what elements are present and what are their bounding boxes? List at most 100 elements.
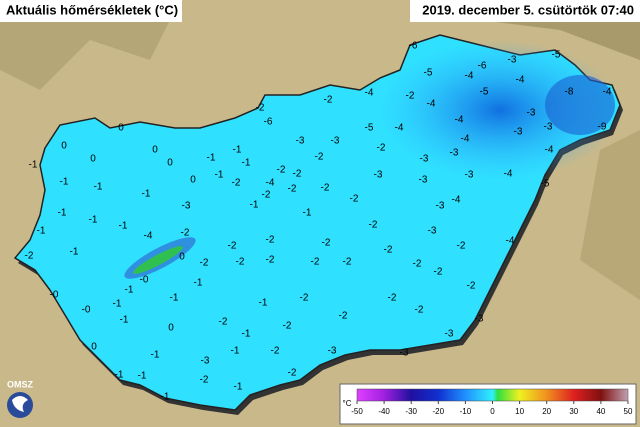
colorbar-tick-label: -30 xyxy=(405,407,417,416)
station-temperature: -2 xyxy=(322,238,331,249)
station-temperature: -3 xyxy=(445,329,454,340)
station-temperature: -4 xyxy=(461,134,470,145)
station-temperature: -5 xyxy=(541,179,550,190)
station-temperature: -2 xyxy=(293,169,302,180)
station-temperature: -1 xyxy=(138,371,147,382)
station-temperature: -2 xyxy=(288,184,297,195)
station-temperature: -2 xyxy=(271,346,280,357)
station-temperature: -3 xyxy=(544,122,553,133)
station-temperature: -3 xyxy=(527,108,536,119)
station-temperature: -1 xyxy=(151,350,160,361)
station-temperature: -3 xyxy=(428,226,437,237)
station-temperature: -2 xyxy=(311,257,320,268)
station-temperature: -4 xyxy=(516,75,525,86)
station-temperature: -3 xyxy=(514,127,523,138)
station-temperature: -3 xyxy=(201,356,210,367)
station-temperature: -4 xyxy=(266,178,275,189)
station-temperature: -1 xyxy=(120,315,129,326)
datetime-box xyxy=(410,0,640,22)
station-temperature: -1 xyxy=(142,189,151,200)
station-temperature: -3 xyxy=(420,154,429,165)
station-temperature: -0 xyxy=(140,275,149,286)
colorbar-tick-label: 50 xyxy=(624,407,633,416)
station-temperature: -4 xyxy=(506,236,515,247)
datetime: 2019. december 5. csütörtök 07:40 xyxy=(422,2,634,17)
cold-core xyxy=(545,75,615,135)
station-temperature: -2 xyxy=(413,259,422,270)
station-temperature: -2 xyxy=(288,368,297,379)
station-temperature: -1 xyxy=(115,370,124,381)
station-temperature: -1 xyxy=(70,247,79,258)
station-temperature: -2 xyxy=(457,241,466,252)
station-temperature: -5 xyxy=(480,87,489,98)
station-temperature: -4 xyxy=(452,195,461,206)
station-temperature: 0 xyxy=(167,158,173,169)
station-temperature: -1 xyxy=(234,382,243,393)
station-temperature: -2 xyxy=(434,267,443,278)
station-temperature: -1 xyxy=(207,153,216,164)
station-temperature: -4 xyxy=(504,169,513,180)
station-temperature: -2 xyxy=(369,220,378,231)
station-temperature: -3 xyxy=(296,136,305,147)
station-temperature: -2 xyxy=(467,281,476,292)
station-temperature: -1 xyxy=(242,329,251,340)
station-temperature: -2 xyxy=(266,235,275,246)
station-temperature: 0 xyxy=(91,342,97,353)
colorbar-tick-label: 40 xyxy=(596,407,605,416)
station-temperature: -8 xyxy=(565,87,574,98)
station-temperature: 0 xyxy=(190,175,196,186)
station-temperature: -2 xyxy=(321,183,330,194)
station-temperature: -2 xyxy=(300,293,309,304)
station-temperature: -1 xyxy=(89,215,98,226)
station-temperature: -2 xyxy=(343,257,352,268)
station-temperature: -4 xyxy=(427,99,436,110)
station-temperature: -4 xyxy=(455,115,464,126)
station-temperature: -3 xyxy=(450,148,459,159)
station-temperature: -1 xyxy=(29,160,38,171)
station-temperature: -0 xyxy=(50,290,59,301)
logo-swirl xyxy=(12,396,28,412)
station-temperature: -2 xyxy=(236,257,245,268)
station-temperature: -3 xyxy=(400,348,409,359)
station-temperature: -6 xyxy=(478,61,487,72)
station-temperature: -3 xyxy=(374,170,383,181)
station-temperature: -1 xyxy=(113,299,122,310)
station-temperature: 0 xyxy=(168,323,174,334)
colorbar-tick-label: 20 xyxy=(542,407,551,416)
station-temperature: -4 xyxy=(144,231,153,242)
station-temperature: -5 xyxy=(552,50,561,61)
station-temperature: -2 xyxy=(283,321,292,332)
station-temperature: -3 xyxy=(328,346,337,357)
station-temperature: -2 xyxy=(219,317,228,328)
station-temperature: 0 xyxy=(61,141,67,152)
station-temperature: -2 xyxy=(266,255,275,266)
colorbar-tick-label: -20 xyxy=(433,407,445,416)
cold-area xyxy=(380,40,620,180)
station-temperature: 0 xyxy=(90,154,96,165)
station-temperature: -4 xyxy=(545,145,554,156)
station-temperature: -1 xyxy=(233,145,242,156)
station-temperature: -5 xyxy=(365,123,374,134)
station-temperature: -2 xyxy=(277,165,286,176)
colorbar-tick-label: 0 xyxy=(490,407,495,416)
colorbar-tick-label: -10 xyxy=(460,407,472,416)
station-temperature: -1 xyxy=(119,221,128,232)
station-temperature: -2 xyxy=(406,91,415,102)
station-temperature: -2 xyxy=(232,178,241,189)
station-temperature: -2 xyxy=(388,293,397,304)
station-temperature: -4 xyxy=(603,87,612,98)
station-temperature: -2 xyxy=(324,95,333,106)
station-temperature: -2 xyxy=(315,152,324,163)
legend-unit: °C xyxy=(343,399,352,408)
logo-text: OMSZ xyxy=(7,379,34,389)
station-temperature: -0 xyxy=(82,305,91,316)
station-temperature: -2 xyxy=(350,194,359,205)
colorbar xyxy=(356,388,629,402)
station-temperature: -2 xyxy=(415,305,424,316)
station-temperature: -6 xyxy=(409,41,418,52)
station-temperature: -2 xyxy=(339,311,348,322)
station-temperature: -1 xyxy=(242,158,251,169)
station-temperature: -2 xyxy=(228,241,237,252)
station-temperature: -2 xyxy=(384,245,393,256)
